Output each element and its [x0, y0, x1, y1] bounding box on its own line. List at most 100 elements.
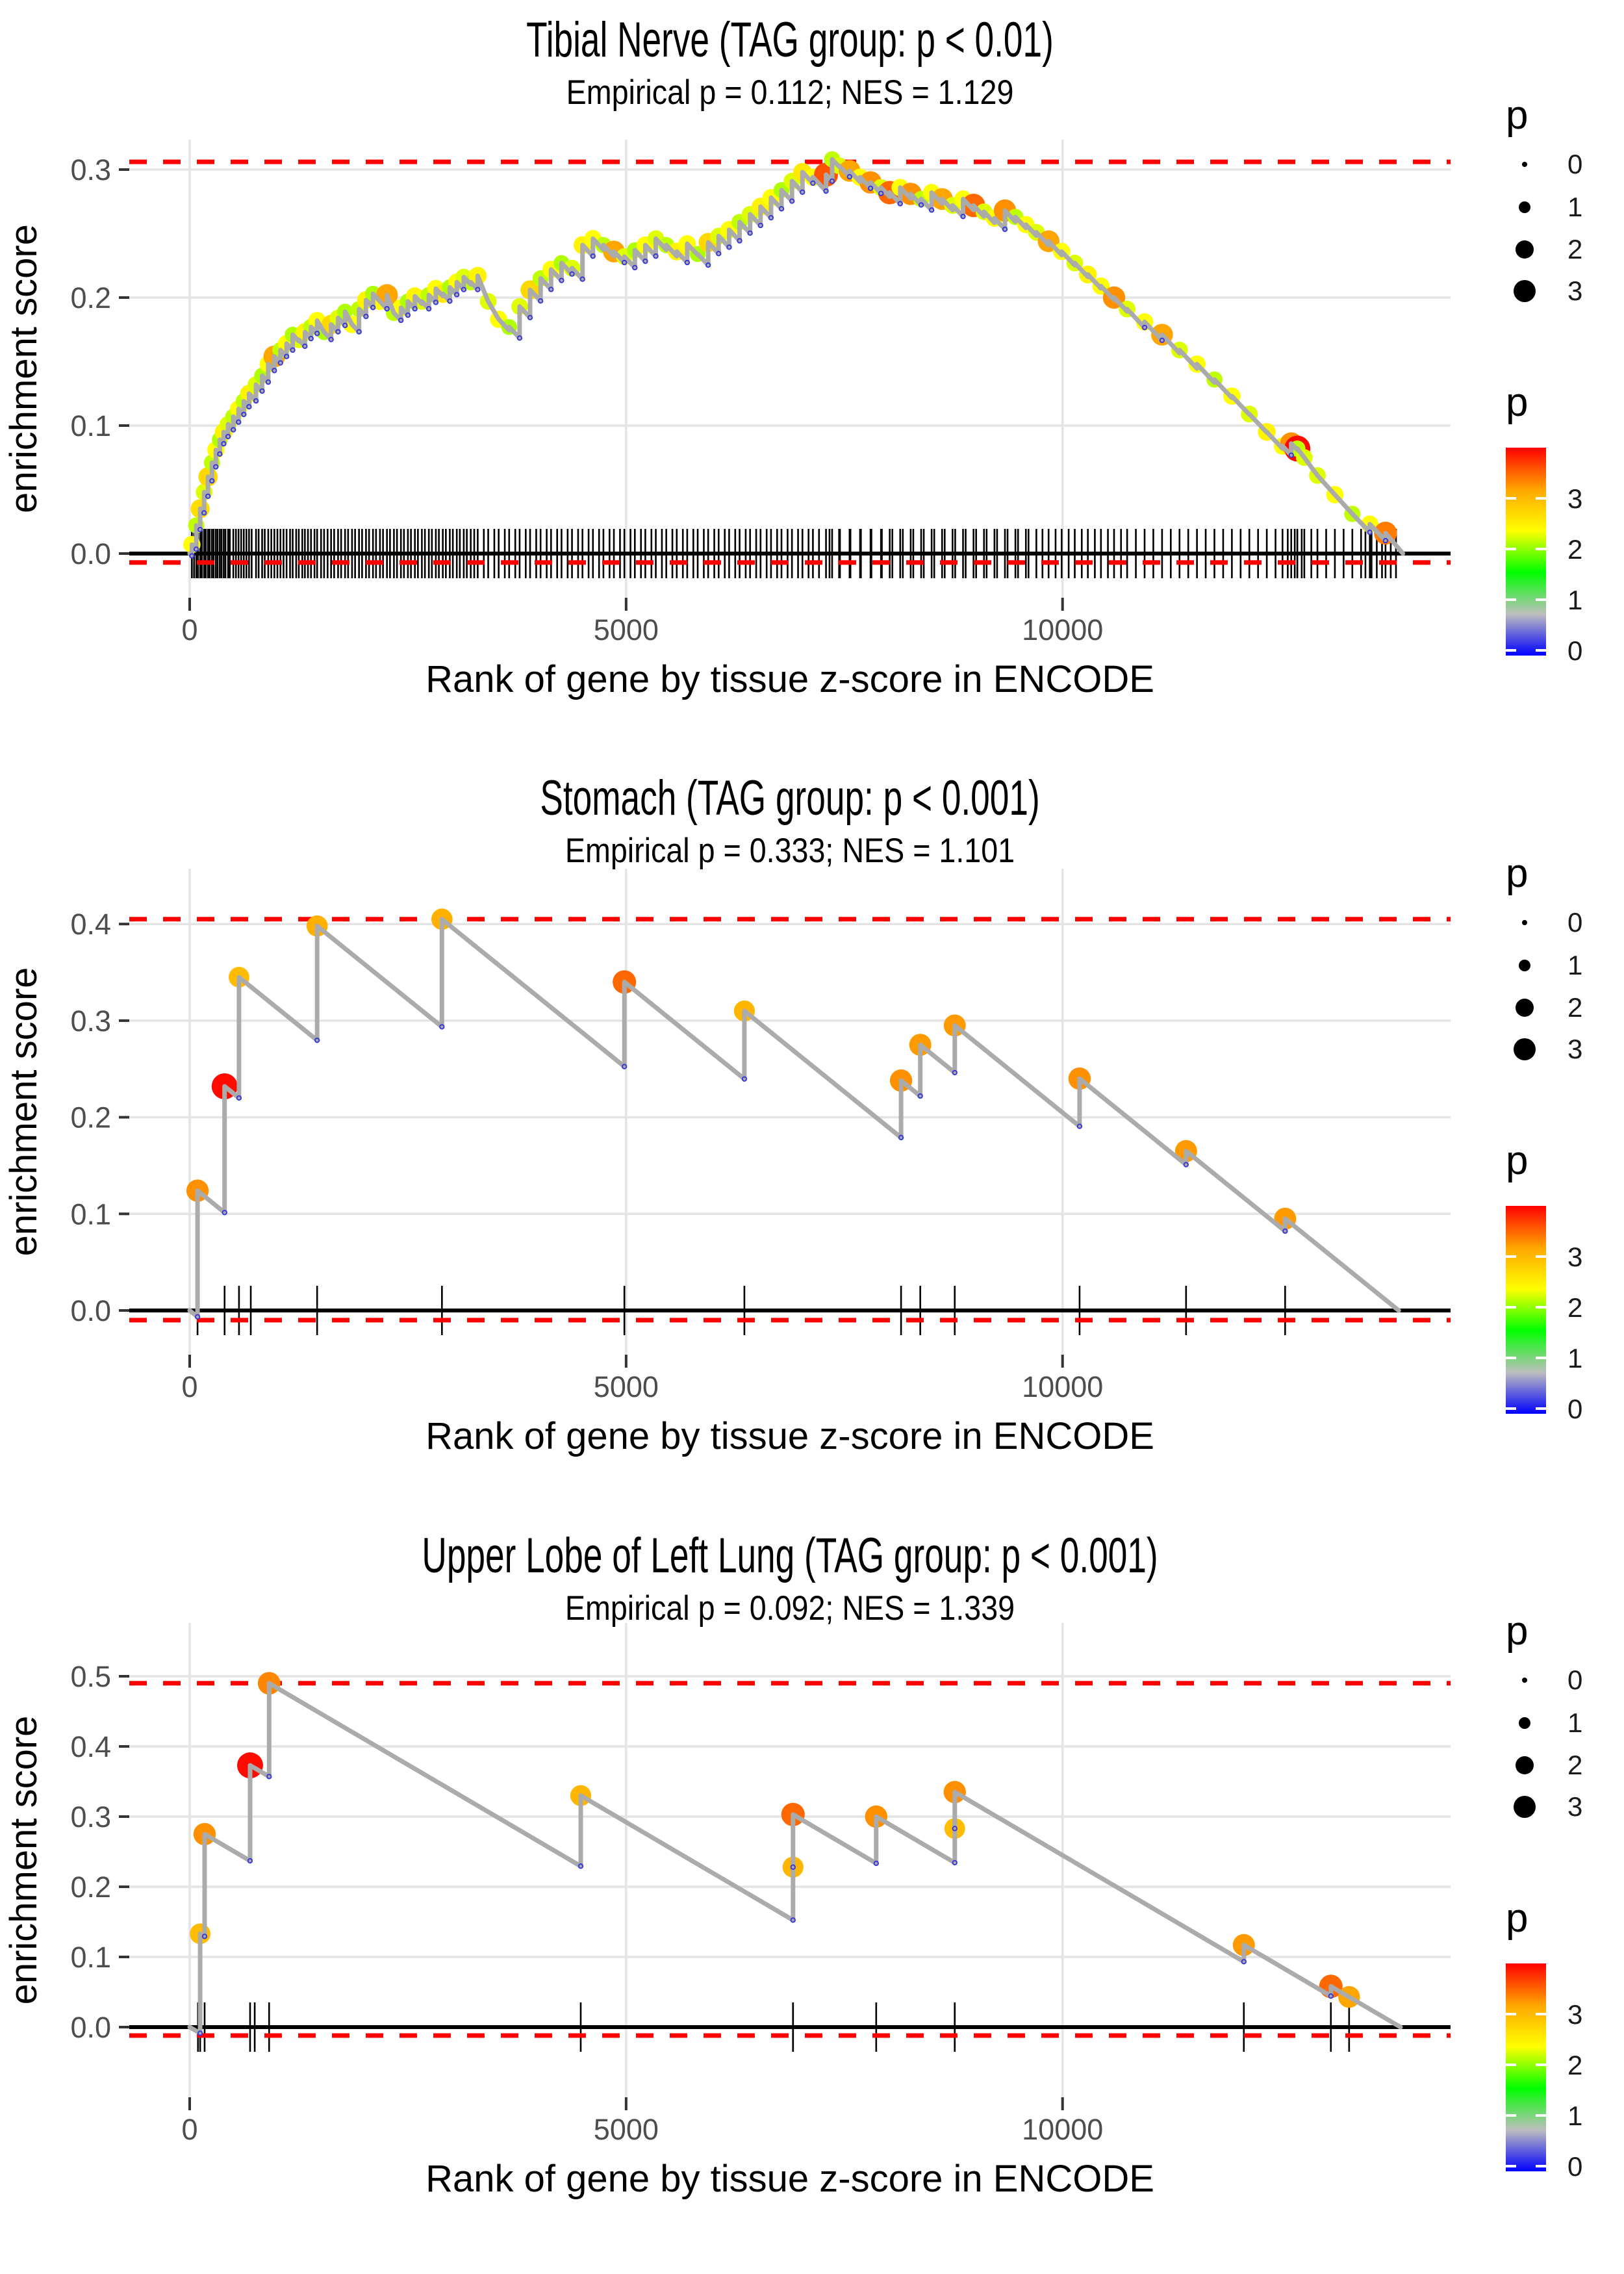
x-tick-label: 10000	[1022, 613, 1103, 646]
x-tick-label-text: 5000	[594, 2113, 659, 2146]
gridlines	[129, 869, 1451, 1355]
valley-dot	[439, 1024, 445, 1030]
valley-dot	[917, 1093, 923, 1099]
legend-color-label: 0	[1567, 635, 1582, 666]
panel-subtitle-stomach: Empirical p = 0.333; NES = 1.101	[565, 832, 1015, 870]
valley-dot	[897, 201, 903, 207]
valley-dot	[846, 173, 853, 180]
y-tick-label-text: 0.2	[70, 1871, 111, 1904]
x-tick-label-text: 10000	[1022, 613, 1103, 646]
legend-size-dot	[1522, 920, 1527, 925]
valley-dot	[197, 526, 203, 533]
valley-dot	[225, 433, 231, 440]
y-tick-label: 0.3	[70, 1004, 111, 1038]
valley-dot	[1076, 1123, 1083, 1129]
legend-size-dot	[1519, 1717, 1530, 1729]
x-tick-label-text: 5000	[594, 613, 659, 646]
valley-dot	[632, 264, 638, 271]
valley-dot	[898, 1134, 904, 1141]
legend-color-title-text: p	[1506, 380, 1528, 425]
legend-size-label-text: 3	[1567, 275, 1582, 306]
legend-size-title: p	[1506, 1609, 1528, 1654]
valley-dot	[1288, 452, 1294, 458]
legend-size-label: 2	[1567, 234, 1582, 264]
legend-color-label: 2	[1567, 1292, 1582, 1323]
legend-size-label: 2	[1567, 992, 1582, 1023]
valley-dot	[1328, 1993, 1334, 1999]
y-axis-title: enrichment score	[3, 967, 45, 1257]
valley-dot	[247, 1858, 253, 1864]
valley-dot	[230, 427, 236, 433]
legend-color-label-text: 1	[1567, 585, 1582, 615]
y-axis: 0.0 0.1 0.2 0.3 0.4	[70, 908, 129, 1327]
es-curve	[187, 157, 1406, 558]
legend-size-dot	[1516, 999, 1534, 1017]
valley-dot	[810, 180, 816, 186]
x-axis: 0 5000 10000	[181, 2097, 1103, 2146]
valley-dot	[800, 189, 806, 195]
legend-size-label: 3	[1567, 275, 1582, 306]
y-tick-label-text: 0.1	[70, 1941, 111, 1974]
y-tick-label: 0.3	[70, 1800, 111, 1833]
legend-color-label-text: 3	[1567, 1999, 1582, 2030]
x-tick-label-text: 0	[181, 2113, 197, 2146]
legend-size-label-text: 2	[1567, 1750, 1582, 1780]
legend-color-label: 3	[1567, 1999, 1582, 2030]
y-tick-label: 0.2	[70, 281, 111, 314]
valley-dot	[328, 337, 334, 342]
x-tick-label: 0	[181, 613, 197, 646]
valley-dot	[453, 292, 460, 298]
valley-dot	[1159, 337, 1165, 343]
legend-size-dot	[1514, 1796, 1536, 1818]
valley-dot	[537, 298, 544, 304]
legend-gradient-bar	[1506, 1963, 1546, 2171]
valley-dot	[757, 222, 763, 229]
valley-dot	[621, 1064, 628, 1069]
legend-color-label-text: 0	[1567, 2151, 1582, 2182]
valley-dot	[768, 214, 774, 221]
legend-size-dot	[1522, 162, 1527, 167]
enrichment-plot-tibial-nerve: 0.0 0.1 0.2 0.3 0 5000 10000 Rank of gene by ti…	[3, 93, 1582, 700]
valley-dot	[577, 1863, 584, 1869]
valley-dot	[829, 178, 835, 185]
legend-color-label: 3	[1567, 483, 1582, 514]
y-tick-label-text: 0.3	[70, 1004, 111, 1038]
legend-size-label: 1	[1567, 192, 1582, 222]
y-tick-label: 0.3	[70, 153, 111, 186]
legend-color-label: 1	[1567, 1343, 1582, 1373]
valley-dot	[952, 1859, 958, 1866]
legend-size-label-text: 0	[1567, 149, 1582, 179]
x-axis: 0 5000 10000	[181, 1355, 1103, 1403]
legend-size-label-text: 2	[1567, 234, 1582, 264]
legend-size-dot	[1514, 1038, 1536, 1060]
valley-dot	[705, 262, 711, 268]
valley-dot	[789, 198, 795, 204]
legend-size-dot	[1516, 240, 1534, 259]
legend-size: p 0 1 2 3	[1506, 93, 1582, 306]
y-axis-title: enrichment score	[3, 224, 45, 513]
valley-dot	[201, 510, 207, 516]
legend-size-label-text: 0	[1567, 907, 1582, 938]
valley-dot	[209, 478, 215, 484]
valley-dot	[194, 1314, 201, 1320]
legend-color-label-text: 1	[1567, 2101, 1582, 2131]
legend-color-label-text: 2	[1567, 2050, 1582, 2080]
valley-dot	[302, 343, 308, 350]
x-axis-title: Rank of gene by tissue z-score in ENCODE	[425, 1415, 1154, 1457]
y-tick-label: 0.0	[70, 1294, 111, 1327]
legend-color-title: p	[1506, 380, 1528, 425]
valley-dot	[461, 287, 467, 292]
valley-dot	[653, 253, 659, 259]
valley-dot	[747, 230, 753, 236]
panel-title-stomach: Stomach (TAG group: p < 0.001)	[540, 771, 1040, 826]
y-tick-label: 0.1	[70, 1197, 111, 1231]
y-tick-label: 0.5	[70, 1660, 111, 1693]
valley-dot	[569, 271, 575, 277]
x-tick-label-text: 5000	[594, 1370, 659, 1403]
legend-size-dot	[1516, 1756, 1534, 1774]
panel-upper-lobe-left-lung: 0.0 0.1 0.2 0.3 0.4 0.5 0 5000 10000 Rank of gene…	[0, 1516, 1624, 2274]
legend-color-label-text: 3	[1567, 1242, 1582, 1272]
legend-colorbar: p 3 2 1 0	[1506, 1896, 1582, 2182]
valley-dot	[579, 276, 585, 282]
